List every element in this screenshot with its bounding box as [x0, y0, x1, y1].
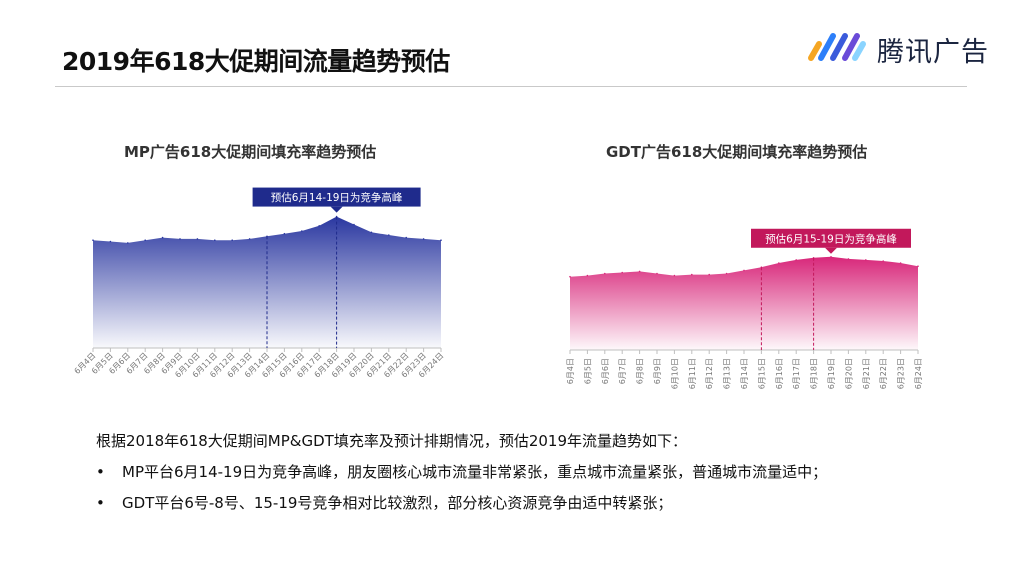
area-series — [570, 256, 918, 350]
data-point — [370, 231, 373, 234]
x-tick-label: 6月12日 — [705, 358, 714, 389]
x-tick-label: 6月19日 — [827, 358, 836, 389]
title-divider — [55, 86, 967, 87]
data-point — [440, 239, 442, 241]
data-point — [405, 236, 408, 239]
data-point — [795, 259, 797, 261]
bullet-icon: • — [96, 463, 105, 481]
data-point — [353, 223, 355, 226]
x-tick-label: 6月11日 — [688, 358, 697, 389]
data-point — [318, 225, 320, 227]
data-point — [865, 259, 867, 261]
data-point — [604, 272, 606, 275]
x-tick-label: 6月18日 — [810, 358, 819, 389]
bullet-text: MP平台6月14-19日为竞争高峰，朋友圈核心城市流量非常紧张，重点城市流量紧张… — [122, 463, 828, 481]
bullet-icon: • — [96, 494, 105, 512]
data-point — [725, 272, 728, 275]
x-tick-label: 6月7日 — [618, 358, 627, 384]
callout-pointer — [825, 247, 837, 254]
x-tick-label: 6月9日 — [653, 358, 662, 384]
mp-chart-title: MP广告618大促期间填充率趋势预估 — [124, 143, 377, 161]
callout-pointer — [330, 206, 343, 213]
data-point — [621, 271, 623, 274]
data-point — [847, 258, 850, 260]
data-point — [231, 239, 233, 241]
x-tick-label: 6月17日 — [792, 358, 801, 389]
mp-chart: 6月4日6月5日6月6日6月7日6月8日6月9日6月10日6月11日6月12日6… — [73, 187, 445, 380]
x-tick-label: 6月8日 — [636, 358, 645, 384]
data-point — [422, 238, 425, 240]
data-point — [673, 274, 676, 277]
bullet-text: GDT平台6号-8号、15-19号竞争相对比较激烈，部分核心资源竞争由适中转紧张… — [122, 494, 673, 512]
data-point — [161, 236, 164, 239]
callout-box — [751, 228, 911, 248]
x-tick-label: 6月10日 — [670, 358, 679, 389]
x-tick-label: 6月14日 — [740, 358, 749, 389]
x-tick-label: 6月22日 — [879, 358, 888, 389]
data-point — [743, 269, 745, 272]
x-tick-label: 6月6日 — [601, 358, 610, 384]
data-point — [388, 234, 390, 236]
gdt-chart: 6月4日 6月5日 6月6日 6月7日 6月8日 6月9日 6月10日 6月11日 6月12日 6… — [566, 228, 923, 389]
gdt-chart-title: GDT广告618大促期间填充率趋势预估 — [606, 143, 868, 161]
page-title: 2019年618大促期间流量趋势预估 — [62, 47, 450, 76]
callout-box — [252, 187, 421, 207]
data-point — [214, 239, 216, 241]
x-tick-label: 6月24日 — [914, 358, 923, 389]
summary-intro: 根据2018年618大促期间MP&GDT填充率及预计排期情况，预估2019年流量… — [96, 432, 688, 450]
x-tick-label: 6月21日 — [862, 358, 871, 389]
data-point — [109, 240, 112, 243]
tencent-ads-logo: 腾讯广告 — [805, 28, 995, 68]
data-point — [144, 239, 146, 241]
data-point — [708, 273, 710, 276]
data-point — [778, 262, 780, 264]
x-tick-label: 6月4日 — [566, 358, 575, 384]
callout-text: 预估6月15-19日为竞争高峰 — [765, 232, 897, 245]
data-point — [248, 238, 251, 240]
data-point — [830, 256, 832, 258]
x-tick-label: 6月16日 — [775, 358, 784, 389]
summary-text: 根据2018年618大促期间MP&GDT填充率及预计排期情况，预估2019年流量… — [96, 426, 976, 519]
data-point — [882, 260, 884, 262]
summary-bullet-gdt: • GDT平台6号-8号、15-19号竞争相对比较激烈，部分核心资源竞争由适中转紧… — [96, 488, 976, 519]
x-tick-label: 6月20日 — [844, 358, 853, 389]
x-tick-label: 6月5日 — [583, 358, 592, 384]
data-point — [283, 232, 286, 235]
data-point — [899, 262, 902, 264]
data-point — [92, 239, 94, 241]
x-tick-label: 6月15日 — [757, 358, 766, 389]
summary-bullet-mp: • MP平台6月14-19日为竞争高峰，朋友圈核心城市流量非常紧张，重点城市流量紧… — [96, 457, 976, 488]
data-point — [917, 265, 919, 267]
data-point — [656, 272, 658, 275]
brand-name: 腾讯广告 — [877, 37, 989, 68]
callout-text: 预估6月14-19日为竞争高峰 — [271, 191, 403, 204]
x-tick-label: 6月23日 — [897, 358, 906, 389]
x-tick-label: 6月13日 — [723, 358, 732, 389]
data-point — [127, 242, 129, 244]
data-point — [691, 273, 693, 276]
tencent-ads-logo-icon — [808, 33, 866, 61]
data-point — [301, 230, 303, 232]
data-point — [179, 238, 181, 240]
data-point — [638, 270, 641, 273]
data-point — [586, 274, 589, 277]
data-point — [569, 275, 571, 278]
data-point — [196, 238, 199, 240]
